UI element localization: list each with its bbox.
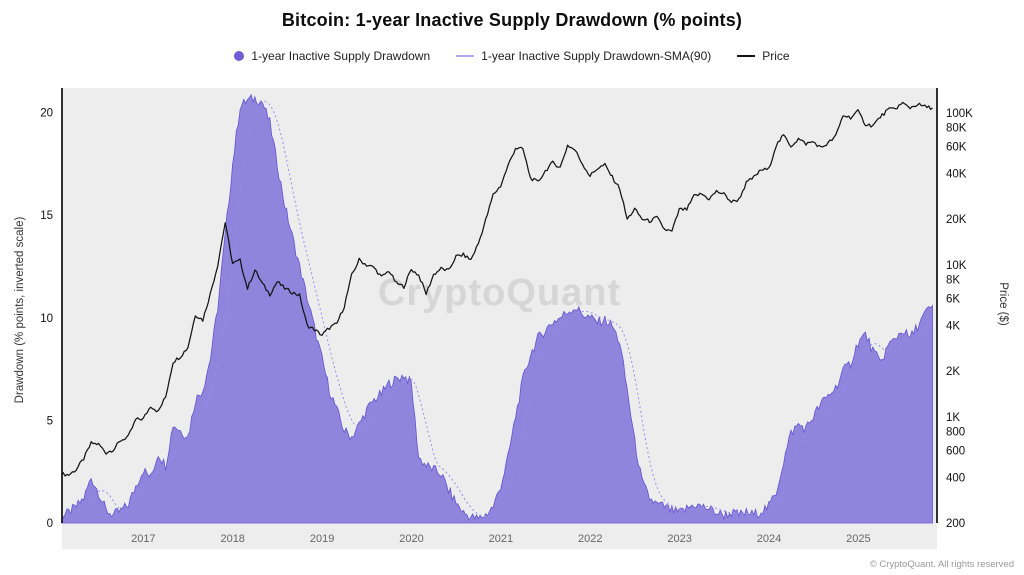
x-axis-tick: 2024 (757, 533, 781, 545)
x-axis-tick: 2020 (399, 533, 423, 545)
right-axis-tick: 40K (946, 168, 967, 180)
left-axis-tick: 0 (47, 518, 53, 530)
right-axis-tick: 6K (946, 294, 960, 306)
right-axis-tick: 20K (946, 214, 967, 226)
drawdown-series-marker-icon (234, 51, 245, 61)
sma-series-marker-icon (456, 55, 475, 57)
right-axis-tick: 10K (946, 260, 967, 272)
chart-title: Bitcoin: 1-year Inactive Supply Drawdown… (281, 10, 743, 30)
left-axis-tick: 5 (47, 415, 53, 427)
right-axis-tick: 2K (946, 366, 960, 378)
right-axis-title-text: Price ($) (997, 282, 1009, 326)
legend-item-sma[interactable]: 1-year Inactive Supply Drawdown-SMA(90) (456, 49, 711, 63)
legend-label-price: Price (762, 49, 790, 63)
copyright-notice: © CryptoQuant. All rights reserved (869, 559, 1014, 570)
legend-item-price[interactable]: Price (737, 49, 790, 63)
left-axis-tick: 20 (40, 108, 53, 120)
x-axis-tick: 2019 (310, 533, 334, 545)
right-axis-tick: 80K (946, 123, 967, 135)
price-line-series (60, 101, 933, 477)
legend-label-sma: 1-year Inactive Supply Drawdown-SMA(90) (481, 49, 712, 63)
chart-legend: 1-year Inactive Supply Drawdown 1-year I… (0, 49, 1024, 63)
x-axis-tick: 2021 (489, 533, 513, 545)
x-axis-tick: 2017 (131, 533, 155, 545)
right-axis-tick: 60K (946, 142, 967, 154)
right-axis-tick: 200 (946, 518, 965, 530)
x-axis-tick: 2025 (846, 533, 870, 545)
right-axis-tick: 600 (946, 446, 965, 458)
left-axis-tick: 10 (40, 313, 53, 325)
right-axis-tick: 800 (946, 427, 965, 439)
price-series-marker-icon (737, 55, 756, 57)
right-axis-tick: 100K (946, 108, 973, 120)
right-axis-tick: 400 (946, 472, 965, 484)
left-axis-title-text: Drawdown (% points, inverted scale) (14, 216, 26, 404)
sma-line-series (61, 100, 933, 518)
x-axis-tick: 2022 (578, 533, 602, 545)
right-axis-tick: 8K (946, 275, 960, 287)
right-axis-tick: 1K (946, 412, 960, 424)
legend-item-drawdown[interactable]: 1-year Inactive Supply Drawdown (234, 49, 430, 63)
drawdown-area-series (61, 93, 933, 524)
right-axis-tick: 4K (946, 320, 960, 332)
legend-label-drawdown: 1-year Inactive Supply Drawdown (251, 49, 431, 63)
left-axis-tick: 15 (40, 210, 53, 222)
x-axis-tick: 2018 (220, 533, 244, 545)
x-axis-tick: 2023 (667, 533, 691, 545)
